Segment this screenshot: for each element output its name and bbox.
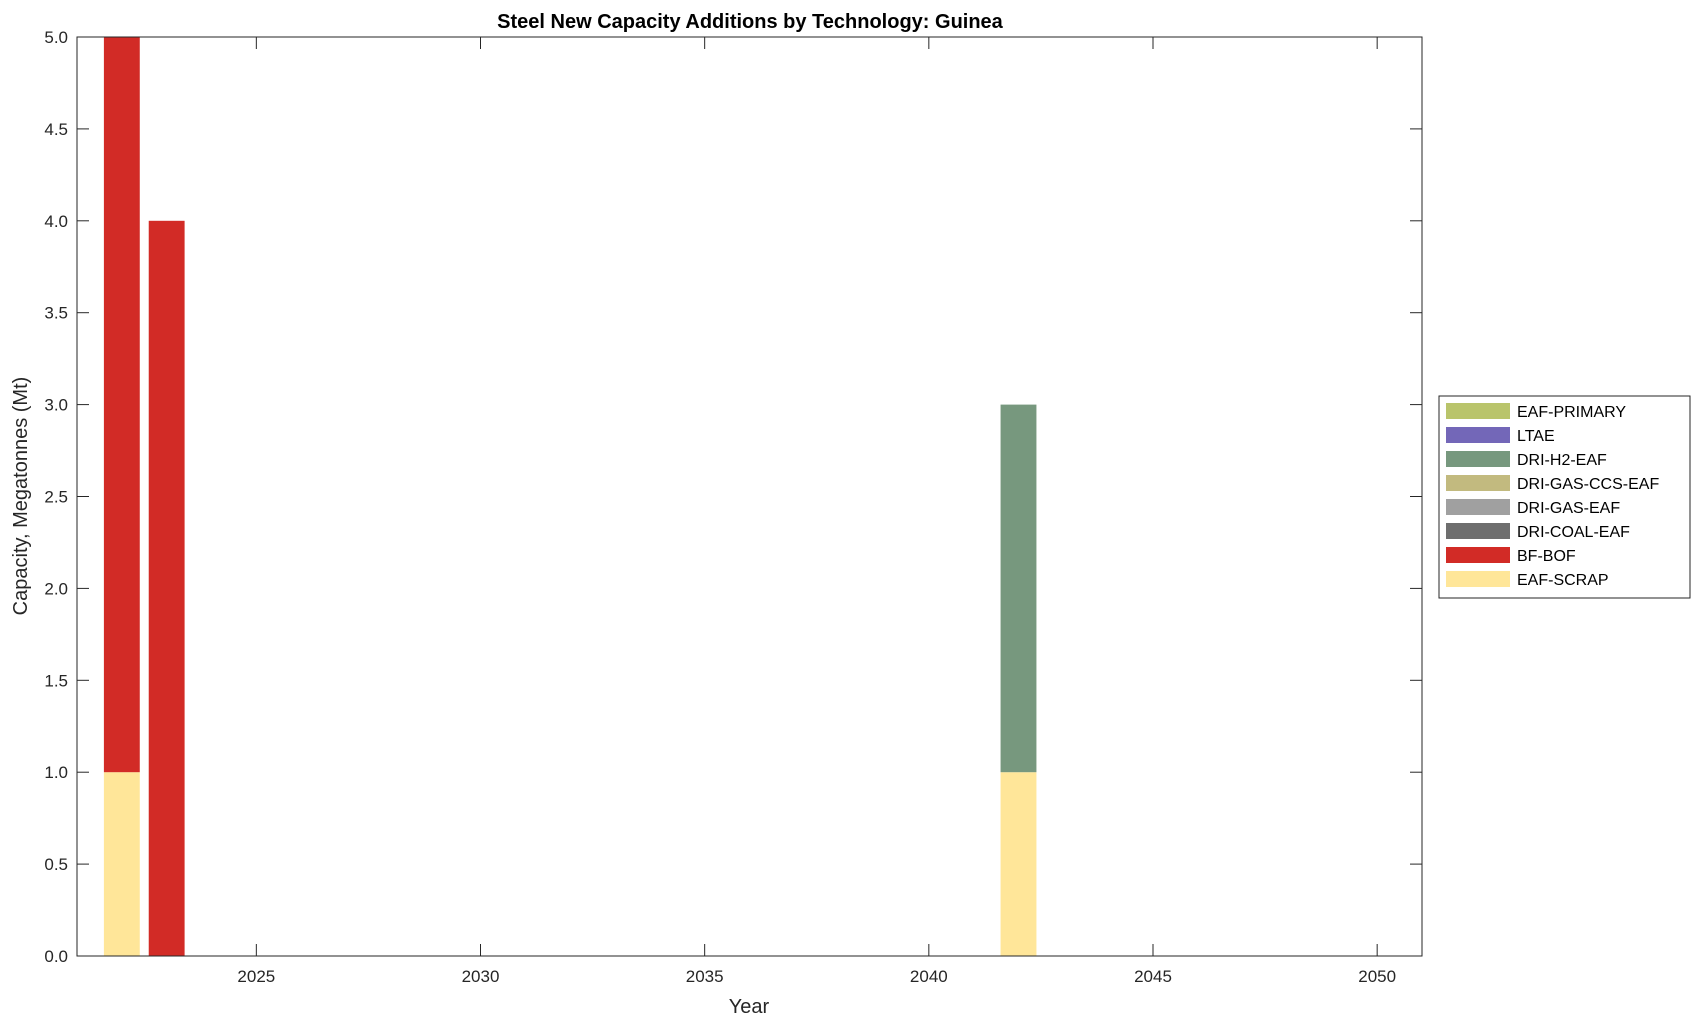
legend-box — [1438, 395, 1691, 599]
y-axis-ticks: 0.0 0.5 1.0 1.5 2.0 2.5 3.0 3.5 4.0 4.5 5.0 — [44, 28, 1422, 966]
legend-swatch-dri-h2-eaf — [1446, 451, 1510, 467]
legend-label-dri-gas-eaf: DRI-GAS-EAF — [1517, 500, 1620, 517]
y-tick-label: 1.5 — [44, 671, 68, 690]
legend-swatch-bf-bof — [1446, 547, 1510, 563]
legend-swatch-ltae — [1446, 427, 1510, 443]
y-tick-label: 2.5 — [44, 488, 68, 507]
x-tick-label: 2030 — [462, 967, 500, 986]
x-tick-label: 2035 — [686, 967, 724, 986]
x-tick-label: 2040 — [910, 967, 948, 986]
plot-area-frame — [76, 36, 1423, 957]
bars-group — [103, 37, 1037, 957]
legend-swatch-dri-gas-ccs-eaf — [1446, 475, 1510, 491]
legend-label-bf-bof: BF-BOF — [1517, 548, 1576, 565]
x-tick-label: 2045 — [1134, 967, 1172, 986]
chart-title: Steel New Capacity Additions by Technolo… — [497, 11, 1004, 33]
y-tick-label: 4.5 — [44, 120, 68, 139]
legend-label-ltae: LTAE — [1517, 428, 1555, 445]
bar-eaf-scrap-2022 — [103, 772, 140, 956]
legend-label-eaf-scrap: EAF-SCRAP — [1517, 572, 1609, 589]
y-tick-label: 4.0 — [44, 212, 68, 231]
bar-dri-h2-eaf-2042 — [1000, 404, 1037, 773]
x-tick-label: 2050 — [1358, 967, 1396, 986]
y-tick-label: 0.5 — [44, 855, 68, 874]
legend-swatch-dri-coal-eaf — [1446, 523, 1510, 539]
y-tick-label: 2.0 — [44, 579, 68, 598]
legend-swatch-dri-gas-eaf — [1446, 499, 1510, 515]
x-axis-label: Year — [729, 996, 770, 1018]
y-axis-label: Capacity, Megatonnes (Mt) — [10, 377, 32, 616]
legend-label-dri-coal-eaf: DRI-COAL-EAF — [1517, 524, 1630, 541]
legend-label-dri-gas-ccs-eaf: DRI-GAS-CCS-EAF — [1517, 476, 1659, 493]
x-axis-ticks: 2025 2030 2035 2040 2045 2050 — [237, 37, 1396, 986]
legend: EAF-PRIMARY LTAE DRI-H2-EAF DRI-GAS-CCS-EAF… — [1438, 395, 1691, 599]
y-tick-label: 3.0 — [44, 396, 68, 415]
legend-swatch-eaf-scrap — [1446, 571, 1510, 587]
bar-bf-bof-2023 — [148, 220, 185, 957]
bar-bf-bof-2022 — [103, 37, 140, 773]
bar-eaf-scrap-2042 — [1000, 772, 1037, 956]
x-tick-label: 2025 — [237, 967, 275, 986]
y-tick-label: 1.0 — [44, 763, 68, 782]
legend-swatch-eaf-primary — [1446, 403, 1510, 419]
y-tick-label: 3.5 — [44, 304, 68, 323]
legend-label-eaf-primary: EAF-PRIMARY — [1517, 404, 1626, 421]
legend-label-dri-h2-eaf: DRI-H2-EAF — [1517, 452, 1607, 469]
y-tick-label: 0.0 — [44, 947, 68, 966]
y-tick-label: 5.0 — [44, 28, 68, 47]
